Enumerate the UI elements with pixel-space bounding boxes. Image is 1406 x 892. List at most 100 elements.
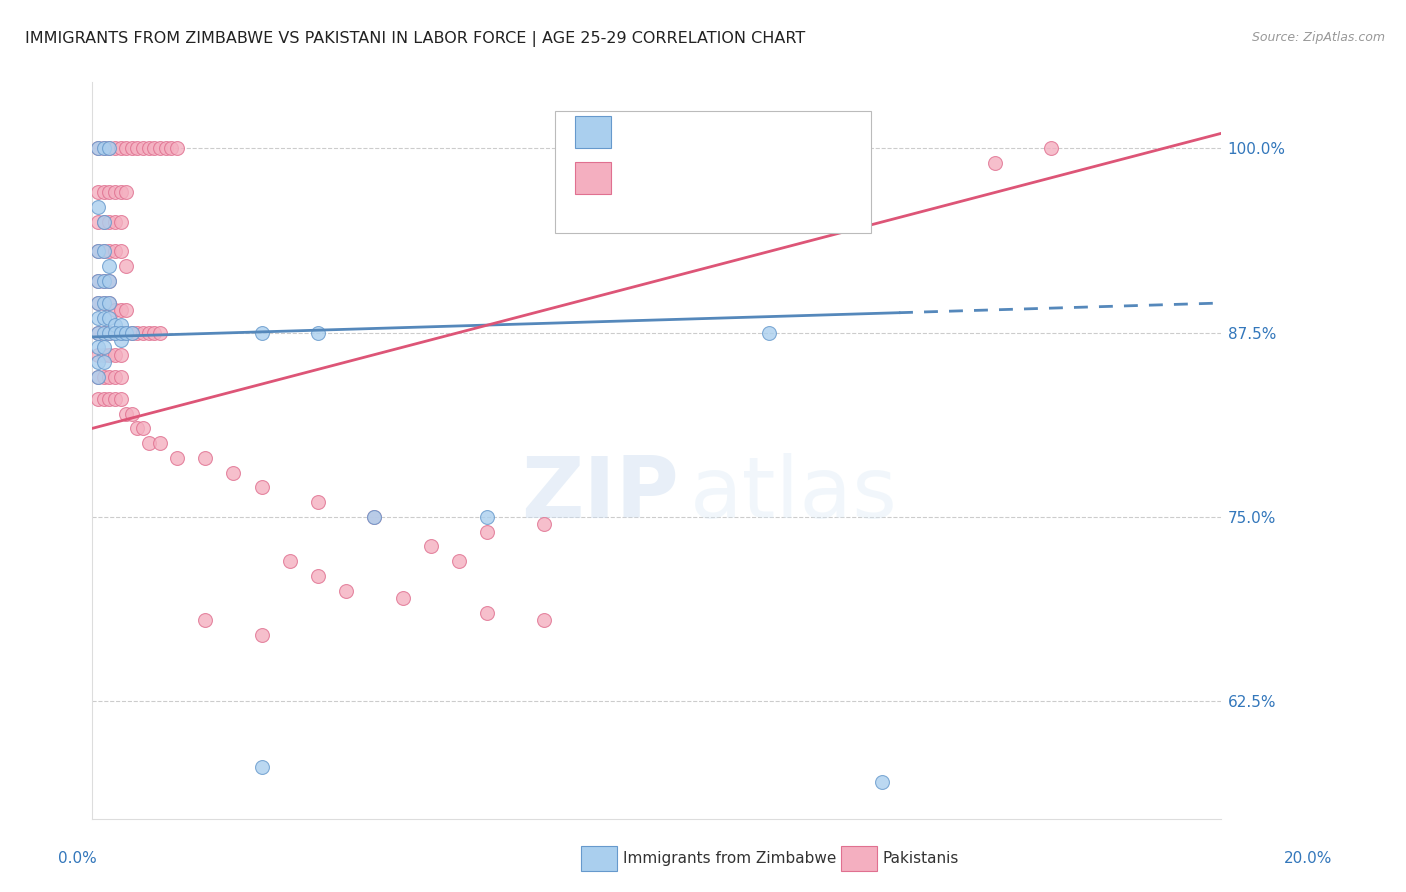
Point [138, 141, 160, 155]
Point [87, 200, 110, 214]
Point [93, 244, 115, 259]
Point [127, 326, 149, 340]
Point [93, 141, 115, 155]
Point [98, 296, 121, 310]
Point [93, 340, 115, 354]
Text: 0.0%: 0.0% [58, 851, 97, 865]
Text: R = 0.339: R = 0.339 [634, 170, 717, 188]
Point [110, 369, 132, 384]
Point [115, 186, 138, 200]
Point [115, 407, 138, 421]
Text: Pakistanis: Pakistanis [883, 851, 959, 865]
Point [160, 141, 183, 155]
Point [93, 186, 115, 200]
Point [104, 215, 127, 229]
Point [194, 450, 217, 465]
FancyBboxPatch shape [575, 162, 612, 194]
Point [87, 244, 110, 259]
Point [104, 186, 127, 200]
Point [98, 274, 121, 288]
Point [87, 348, 110, 362]
Point [87, 326, 110, 340]
Point [104, 244, 127, 259]
Point [98, 186, 121, 200]
Point [98, 326, 121, 340]
Point [87, 296, 110, 310]
Point [149, 141, 172, 155]
Point [307, 326, 329, 340]
Point [132, 141, 155, 155]
Text: N = 94: N = 94 [758, 170, 815, 188]
Point [87, 274, 110, 288]
Point [110, 303, 132, 318]
Text: Immigrants from Zimbabwe: Immigrants from Zimbabwe [623, 851, 837, 865]
Point [278, 554, 301, 568]
Point [93, 215, 115, 229]
Point [98, 392, 121, 406]
Point [98, 215, 121, 229]
Point [533, 517, 555, 532]
Point [87, 355, 110, 369]
Point [115, 259, 138, 273]
Point [138, 326, 160, 340]
Point [363, 509, 385, 524]
Point [115, 141, 138, 155]
Point [87, 141, 110, 155]
Point [104, 369, 127, 384]
Point [870, 775, 893, 789]
Point [110, 141, 132, 155]
Point [533, 613, 555, 627]
Point [104, 303, 127, 318]
Point [115, 326, 138, 340]
Point [419, 539, 441, 553]
Point [93, 244, 115, 259]
Point [93, 296, 115, 310]
Point [335, 583, 357, 598]
Point [87, 369, 110, 384]
Text: atlas: atlas [690, 453, 898, 536]
Point [149, 326, 172, 340]
Point [1040, 141, 1063, 155]
Point [104, 318, 127, 333]
Text: ZIP: ZIP [522, 453, 679, 536]
Point [110, 348, 132, 362]
Point [87, 369, 110, 384]
Point [87, 215, 110, 229]
Point [104, 392, 127, 406]
Text: R = 0.038: R = 0.038 [634, 124, 717, 142]
Point [98, 296, 121, 310]
Point [98, 259, 121, 273]
Point [132, 421, 155, 435]
Point [87, 186, 110, 200]
Point [87, 310, 110, 325]
Point [87, 340, 110, 354]
Point [110, 333, 132, 347]
Text: IMMIGRANTS FROM ZIMBABWE VS PAKISTANI IN LABOR FORCE | AGE 25-29 CORRELATION CHA: IMMIGRANTS FROM ZIMBABWE VS PAKISTANI IN… [25, 31, 806, 47]
Point [87, 326, 110, 340]
FancyBboxPatch shape [555, 112, 870, 233]
Point [93, 274, 115, 288]
Point [93, 369, 115, 384]
Point [93, 392, 115, 406]
Point [98, 141, 121, 155]
Point [132, 326, 155, 340]
Point [127, 421, 149, 435]
FancyBboxPatch shape [575, 116, 612, 147]
Point [166, 141, 188, 155]
Point [121, 141, 143, 155]
Point [250, 480, 273, 494]
Point [307, 495, 329, 509]
Point [98, 274, 121, 288]
Point [87, 244, 110, 259]
Point [127, 141, 149, 155]
Point [110, 244, 132, 259]
Point [143, 141, 166, 155]
Point [93, 355, 115, 369]
Point [477, 524, 499, 539]
Point [138, 436, 160, 450]
Point [121, 407, 143, 421]
Point [121, 326, 143, 340]
Point [194, 613, 217, 627]
Point [104, 326, 127, 340]
Point [250, 760, 273, 774]
